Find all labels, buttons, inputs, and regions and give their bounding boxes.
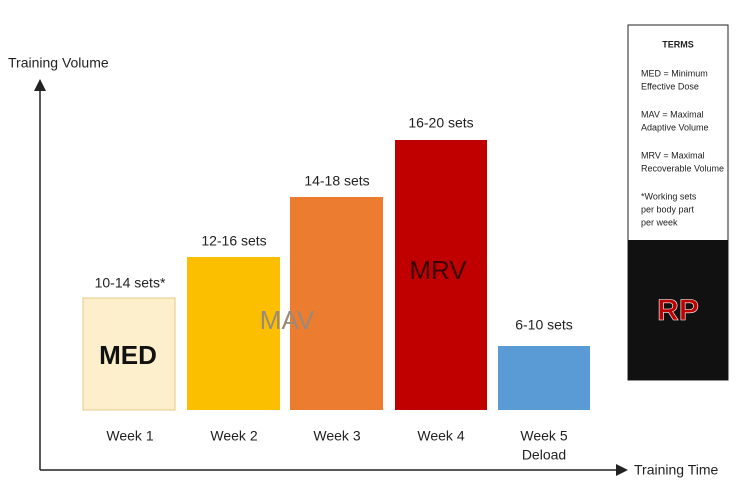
term-line: Adaptive Volume	[641, 122, 709, 132]
zone-label: MED	[99, 340, 157, 370]
bar-label: 10-14 sets*	[95, 275, 166, 291]
term-line: *Working sets	[641, 191, 697, 201]
week-note: Deload	[522, 447, 566, 463]
term-line: MED = Minimum	[641, 68, 708, 78]
terms-title: TERMS	[662, 39, 694, 49]
logo-panel	[628, 240, 728, 380]
zone-label: MRV	[409, 255, 467, 285]
term-line: Recoverable Volume	[641, 163, 724, 173]
zone-label: MAV	[260, 305, 315, 335]
x-axis-label: Training Time	[634, 462, 719, 478]
week-label: Week 5	[520, 428, 567, 444]
term-line: per body part	[641, 204, 695, 214]
bar-label: 6-10 sets	[515, 317, 573, 333]
bar-label: 16-20 sets	[408, 115, 473, 131]
bar	[82, 297, 176, 411]
bar	[290, 197, 383, 410]
bar	[395, 140, 487, 410]
logo: RP	[657, 294, 699, 327]
bar-label: 12-16 sets	[201, 233, 266, 249]
week-label: Week 1	[106, 428, 153, 444]
term-line: MAV = Maximal	[641, 109, 704, 119]
week-label: Week 4	[417, 428, 464, 444]
terms-list: MED = Minimum Effective Dose MAV = Maximal…	[641, 68, 724, 227]
bar	[498, 346, 590, 410]
term-line: Effective Dose	[641, 81, 699, 91]
bar	[187, 257, 280, 410]
term-line: per week	[641, 217, 678, 227]
term-line: MRV = Maximal	[641, 150, 705, 160]
week-label: Week 2	[210, 428, 257, 444]
week-label: Week 3	[313, 428, 360, 444]
bar-label: 14-18 sets	[304, 173, 369, 189]
y-axis-label: Training Volume	[8, 55, 109, 71]
